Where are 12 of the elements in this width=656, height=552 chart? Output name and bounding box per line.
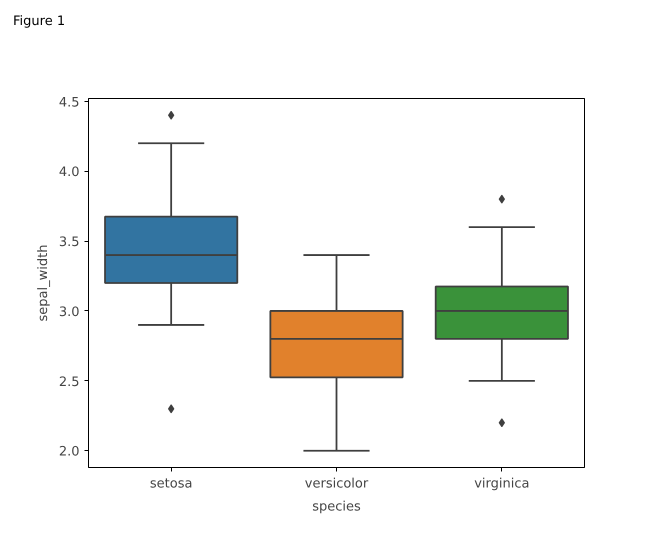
x-tick-label: versicolor [304,476,369,492]
x-axis-title: species [312,500,362,514]
y-tick-label: 3.5 [58,235,80,250]
y-tick-label: 4.0 [58,165,80,180]
y-tick-label: 4.5 [58,95,80,110]
y-tick-label: 2.0 [58,444,80,460]
y-tick-label: 3.0 [58,304,80,320]
y-tick-label: 2.5 [58,374,80,390]
y-axis-title: sepal_width [36,244,51,322]
x-tick-label: virginica [474,476,530,492]
caption: Figure 1 [13,13,66,31]
x-tick-label: setosa [150,476,192,492]
